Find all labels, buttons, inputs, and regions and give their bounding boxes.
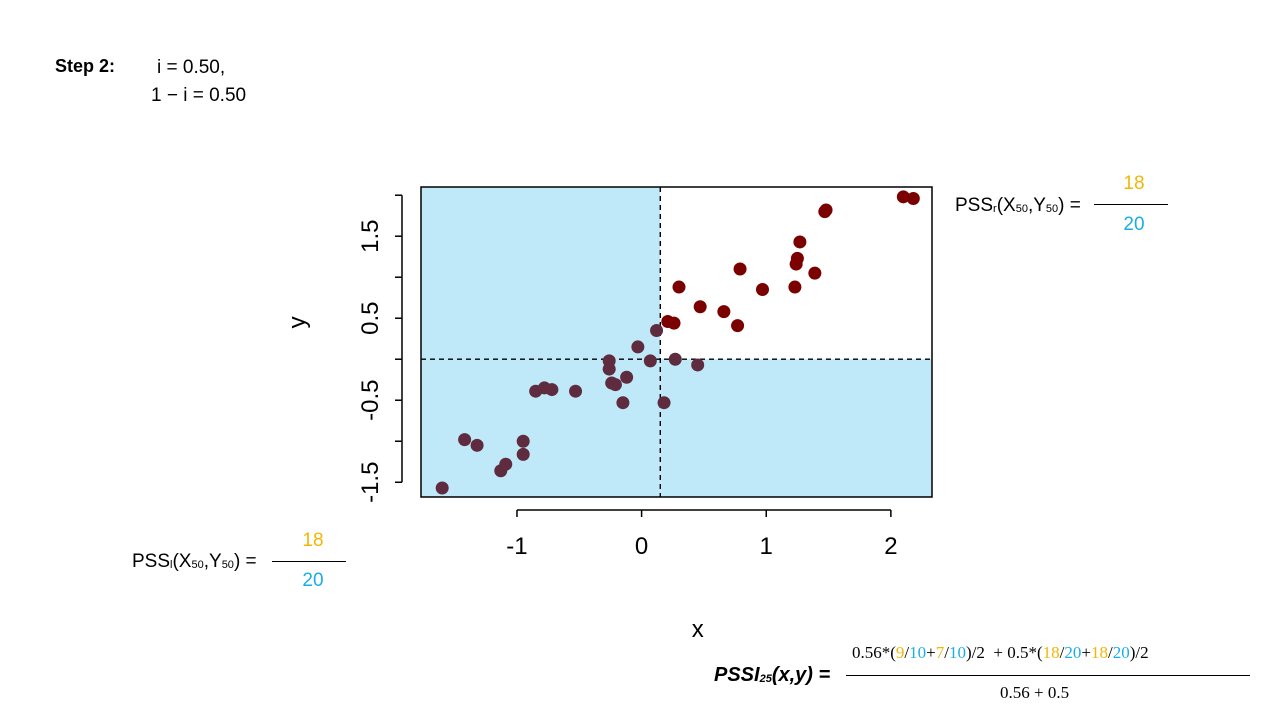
formula-part-1: 9 (895, 643, 905, 662)
formula-part-0: 0.56*( (852, 643, 896, 662)
data-point-s0-18 (643, 354, 657, 368)
shaded-region-lower-right (660, 359, 932, 497)
data-point-s1-10 (790, 251, 804, 265)
formula-part-15: 20 (1112, 643, 1130, 662)
y-axis-label: y (284, 316, 311, 328)
formula-part-16: )/2 (1129, 643, 1149, 662)
data-point-s1-12 (808, 266, 822, 280)
formula-part-8: )/2 + 0.5*( (965, 643, 1043, 662)
data-point-s1-6 (733, 262, 747, 276)
shaded-region-left (421, 187, 661, 497)
data-point-s0-17 (631, 340, 645, 354)
data-point-s1-1 (667, 316, 681, 330)
pss-l-numerator: 18 (302, 530, 324, 551)
data-point-s0-1 (458, 433, 472, 447)
step-label: Step 2: (55, 56, 116, 76)
data-point-s1-2 (672, 280, 686, 294)
formula-part-12: + (1081, 643, 1091, 662)
x-tick-label-0: -1 (506, 533, 527, 560)
plot-frame (420, 186, 933, 498)
data-point-s0-4 (499, 457, 513, 471)
data-point-s0-10 (569, 384, 583, 398)
pss-l-label: PSSl(X50,Y50) = (132, 551, 257, 572)
formula-part-3: 10 (909, 643, 927, 662)
data-point-s1-3 (693, 300, 707, 314)
data-point-s0-20 (657, 396, 671, 410)
data-point-s0-19 (650, 324, 664, 338)
data-point-s1-5 (731, 319, 745, 333)
formula-part-7: 10 (948, 643, 966, 662)
pss-r-fraction-bar (1094, 204, 1168, 205)
pssi-formula-numerator: 0.56*(9/10+7/10)/2 + 0.5*(18/20+18/20)/2 (852, 643, 1149, 663)
formula-part-4: + (926, 643, 936, 662)
x-tick-label-3: 2 (884, 533, 897, 560)
data-point-s1-16 (906, 191, 920, 205)
pss-l-fraction-bar (272, 561, 346, 562)
data-point-s0-15 (616, 396, 630, 410)
data-point-s1-15 (896, 190, 910, 204)
data-point-s0-21 (668, 352, 682, 366)
formula-part-14: / (1107, 643, 1113, 662)
pssi-formula-denominator: 0.56 + 0.5 (1000, 683, 1070, 702)
data-point-s0-16 (620, 370, 634, 384)
data-point-s0-14 (608, 378, 622, 392)
formula-part-6: / (944, 643, 949, 662)
step-line-2: 1 − i = 0.50 (151, 85, 247, 106)
formula-part-5: 7 (935, 643, 945, 662)
data-point-s0-22 (691, 358, 705, 372)
data-point-s0-2 (470, 438, 484, 452)
x-tick-label-1: 0 (635, 533, 648, 560)
formula-part-9: 18 (1042, 643, 1060, 662)
pss-r-label: PSSr(X50,Y50) = (955, 195, 1081, 216)
formula-part-13: 18 (1090, 643, 1108, 662)
y-tick-label-0: -1.5 (357, 462, 384, 503)
pssi-fraction-bar (846, 675, 1250, 676)
data-point-s0-9 (545, 383, 559, 397)
data-point-s0-0 (435, 481, 449, 495)
data-point-s1-8 (788, 280, 802, 294)
data-point-s1-14 (819, 203, 833, 217)
y-tick-label-2: -0.5 (357, 380, 384, 421)
data-point-s0-6 (516, 447, 530, 461)
pss-r-numerator: 18 (1123, 173, 1145, 194)
x-axis-label: x (692, 616, 704, 643)
data-point-s0-12 (602, 362, 616, 376)
data-point-s1-7 (755, 283, 769, 297)
x-tick-label-2: 1 (760, 533, 773, 560)
pssi-formula-label: PSSI25(x,y) = (714, 664, 831, 686)
pss-l-denominator: 20 (302, 570, 324, 591)
formula-part-10: / (1059, 643, 1065, 662)
y-tick-label-6: 1.5 (357, 220, 384, 253)
formula-part-2: / (904, 643, 910, 662)
data-point-s1-11 (793, 235, 807, 249)
data-point-s0-5 (516, 434, 530, 448)
step-line-1: i = 0.50, (157, 57, 226, 78)
y-tick-label-4: 0.5 (357, 302, 384, 335)
pss-r-denominator: 20 (1123, 214, 1145, 235)
data-point-s1-4 (717, 305, 731, 319)
formula-part-11: 20 (1064, 643, 1082, 662)
